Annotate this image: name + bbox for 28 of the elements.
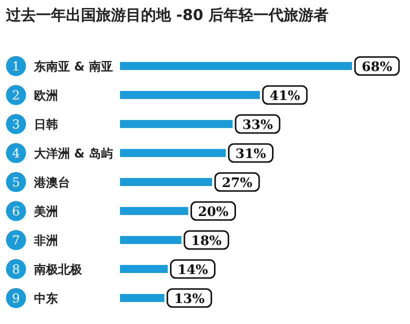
text: 5 xyxy=(12,174,20,190)
text: 2 xyxy=(12,88,20,102)
text: 9 xyxy=(12,290,20,306)
text: 1 xyxy=(12,58,20,74)
chart-title: 过去一年出国旅游目的地 -80 后年轻一代旅游者 xyxy=(5,6,329,24)
data-label: 27% xyxy=(222,176,253,191)
y-tick-label: 中东 xyxy=(34,292,58,306)
data-label: 13% xyxy=(174,292,206,307)
text: 3 xyxy=(12,116,20,132)
y-tick-label: 东南亚 & 南亚 xyxy=(33,60,113,74)
data-label: 33% xyxy=(242,118,274,133)
y-tick-label: 非洲 xyxy=(33,234,58,248)
text: 6 xyxy=(12,204,20,218)
data-label: 68% xyxy=(362,60,393,75)
data-label: 18% xyxy=(191,234,222,249)
text: 7 xyxy=(12,232,20,248)
y-tick-label: 大洋洲 & 岛屿 xyxy=(34,146,113,160)
data-label: 41% xyxy=(270,89,301,104)
y-tick-label: 日韩 xyxy=(34,118,58,132)
y-tick-label: 美洲 xyxy=(33,204,58,218)
data-label: 31% xyxy=(236,147,267,162)
y-tick-label: 港澳台 xyxy=(33,176,70,190)
data-label: 14% xyxy=(178,263,209,278)
text: 4 xyxy=(12,146,20,160)
y-tick-label: 欧洲 xyxy=(34,88,58,102)
text: 8 xyxy=(12,262,20,276)
y-tick-label: 南极北极 xyxy=(33,262,83,276)
data-label: 20% xyxy=(198,205,230,220)
